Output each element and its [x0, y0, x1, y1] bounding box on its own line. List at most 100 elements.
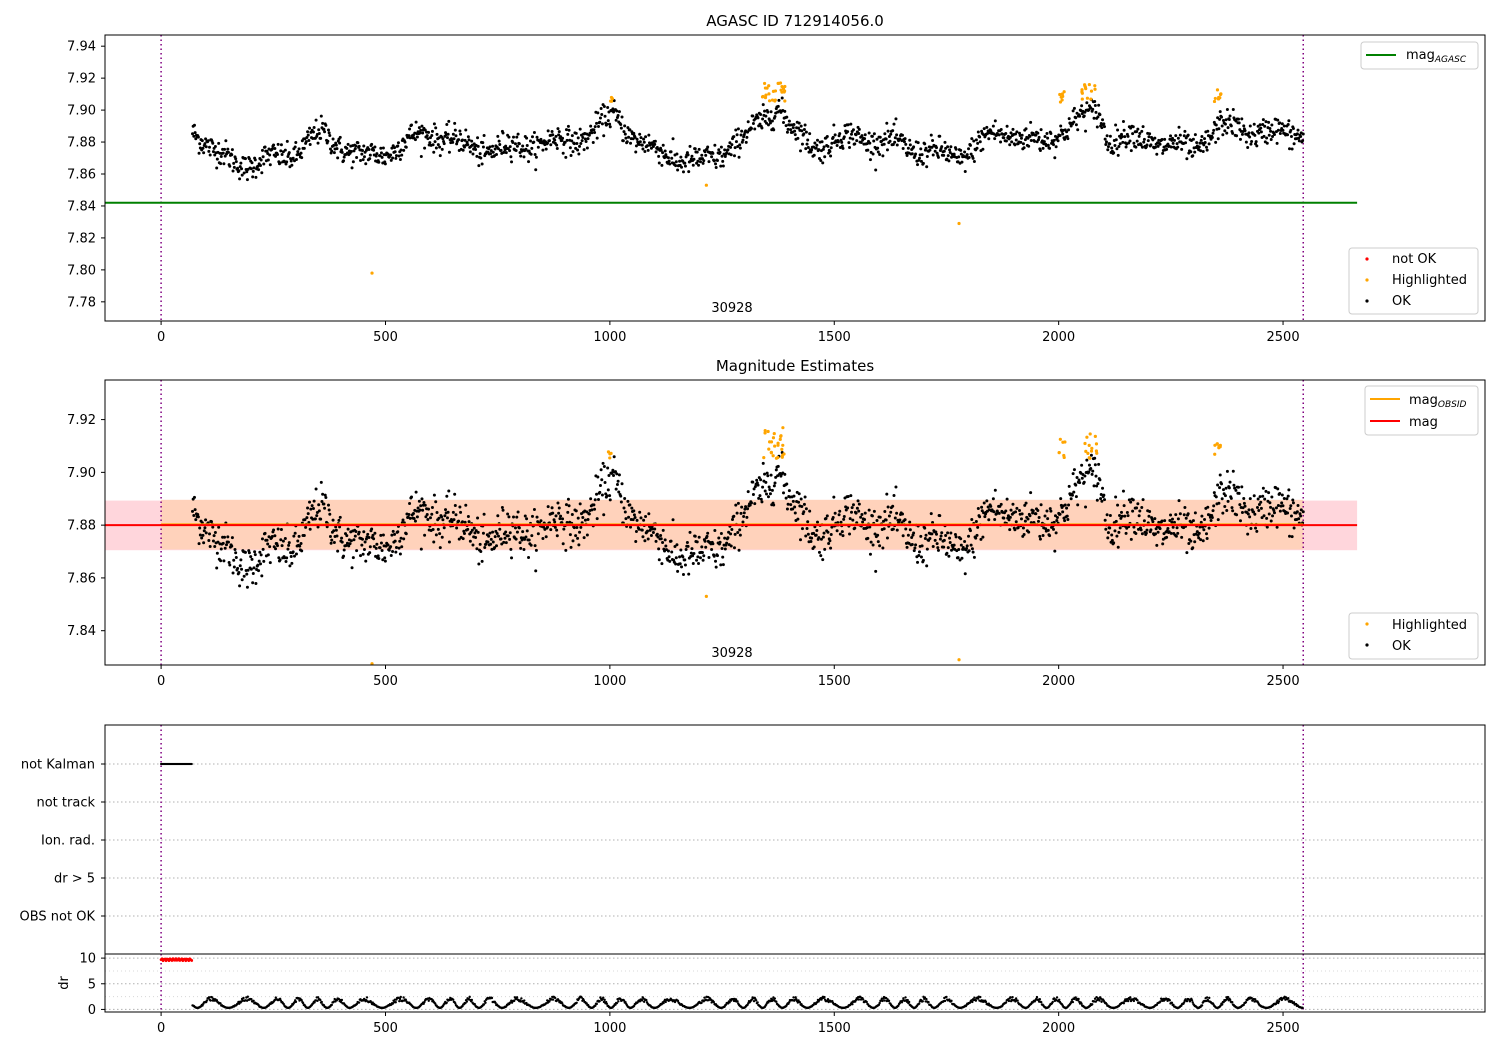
estimate-ok-point — [1189, 539, 1193, 543]
agasc-ok-point — [1110, 146, 1114, 150]
agasc-highlighted-point — [1060, 98, 1064, 102]
estimate-ok-point — [240, 578, 244, 582]
agasc-ok-point — [1261, 118, 1265, 122]
estimate-ok-point — [352, 538, 356, 542]
estimate-ok-point — [797, 492, 801, 496]
estimate-ok-point — [615, 483, 619, 487]
estimate-ok-point — [619, 500, 623, 504]
estimate-ok-point — [1104, 527, 1108, 531]
estimate-ok-point — [1070, 493, 1074, 497]
estimate-ok-point — [346, 527, 350, 531]
estimate-ok-point — [1257, 503, 1261, 507]
agasc-ok-point — [942, 153, 946, 157]
dr-ok-point — [851, 1002, 854, 1006]
estimate-ok-point — [363, 540, 367, 544]
agasc-ok-point — [581, 135, 585, 139]
estimate-ok-point — [289, 554, 293, 558]
estimate-ok-point — [434, 500, 438, 504]
agasc-ok-point — [878, 153, 882, 157]
agasc-ok-point — [324, 123, 328, 127]
estimate-ok-point — [874, 569, 878, 573]
estimate-ok-point — [1270, 495, 1274, 499]
estimate-ok-point — [322, 502, 326, 506]
agasc-ok-point — [305, 135, 309, 139]
agasc-ok-point — [721, 164, 725, 168]
estimate-highlighted-point — [1088, 432, 1092, 436]
agasc-ok-point — [438, 154, 442, 158]
agasc-ok-point — [496, 134, 500, 138]
estimate-ok-point — [806, 532, 810, 536]
agasc-ok-point — [544, 147, 548, 151]
estimate-ok-point — [1093, 463, 1097, 467]
estimate-ok-point — [944, 534, 948, 538]
dr-ok-point — [823, 995, 826, 999]
estimate-ok-point — [1201, 539, 1205, 543]
estimate-ok-point — [1282, 497, 1286, 501]
agasc-ok-point — [930, 145, 934, 149]
estimate-ok-point — [1168, 518, 1172, 522]
estimate-ok-point — [1155, 543, 1159, 547]
agasc-ok-point — [308, 126, 312, 130]
agasc-ok-point — [585, 146, 589, 150]
estimate-ok-point — [1165, 535, 1169, 539]
estimate-ok-point — [786, 502, 790, 506]
estimate-ok-point — [739, 511, 743, 515]
estimate-ok-point — [1091, 469, 1095, 473]
agasc-ok-point — [377, 160, 381, 164]
estimate-ok-point — [337, 518, 341, 522]
agasc-ok-point — [1135, 130, 1139, 134]
agasc-ok-point — [1151, 138, 1155, 142]
agasc-ok-point — [230, 153, 234, 157]
dr-ok-point — [548, 1000, 551, 1003]
agasc-ok-point — [554, 134, 558, 138]
estimate-ok-point — [1227, 486, 1231, 490]
estimate-highlighted-point — [776, 441, 780, 445]
estimate-ok-point — [735, 511, 739, 515]
dr-ok-point — [394, 1001, 397, 1004]
agasc-ok-point — [1226, 126, 1230, 130]
estimate-ok-point — [215, 551, 219, 555]
estimate-ok-point — [891, 527, 895, 531]
dr-ok-point — [971, 1000, 974, 1004]
agasc-ok-point — [614, 118, 618, 122]
estimate-ok-point — [970, 517, 974, 521]
estimate-ok-point — [878, 515, 882, 519]
agasc-ok-point — [1276, 128, 1280, 132]
estimate-ok-point — [833, 511, 837, 515]
agasc-ok-point — [1301, 132, 1305, 136]
estimate-ok-point — [393, 532, 397, 536]
estimate-ok-point — [1231, 509, 1235, 513]
estimate-ok-point — [1203, 517, 1207, 521]
estimate-ok-point — [632, 513, 636, 517]
estimate-highlighted-point — [780, 447, 784, 451]
estimate-ok-point — [1014, 520, 1018, 524]
agasc-ok-point — [476, 136, 480, 140]
agasc-ok-point — [1098, 113, 1102, 117]
agasc-ok-point — [351, 160, 355, 164]
agasc-ok-point — [285, 160, 289, 164]
estimate-ok-point — [417, 499, 421, 503]
estimate-ok-point — [891, 504, 895, 508]
estimate-ok-point — [814, 533, 818, 537]
estimate-ok-point — [252, 566, 256, 570]
agasc-ok-point — [1248, 124, 1252, 128]
estimate-ok-point — [1063, 503, 1067, 507]
agasc-ok-point — [619, 122, 623, 126]
agasc-ok-point — [1223, 129, 1227, 133]
estimate-ok-point — [1223, 504, 1227, 508]
agasc-ok-point — [447, 150, 451, 154]
estimate-ok-point — [1083, 474, 1087, 478]
estimate-ok-point — [238, 564, 242, 568]
agasc-highlighted-point — [779, 88, 783, 92]
estimate-ok-point — [334, 528, 338, 532]
agasc-ok-point — [517, 142, 521, 146]
agasc-ok-point — [342, 159, 346, 163]
agasc-ok-point — [463, 138, 467, 142]
agasc-ok-point — [565, 138, 569, 142]
estimate-ok-point — [243, 550, 247, 554]
estimate-ok-point — [443, 514, 447, 518]
estimate-ok-point — [1038, 537, 1042, 541]
estimate-ok-point — [894, 485, 898, 489]
estimate-ok-point — [740, 505, 744, 509]
estimate-ok-point — [296, 539, 300, 543]
